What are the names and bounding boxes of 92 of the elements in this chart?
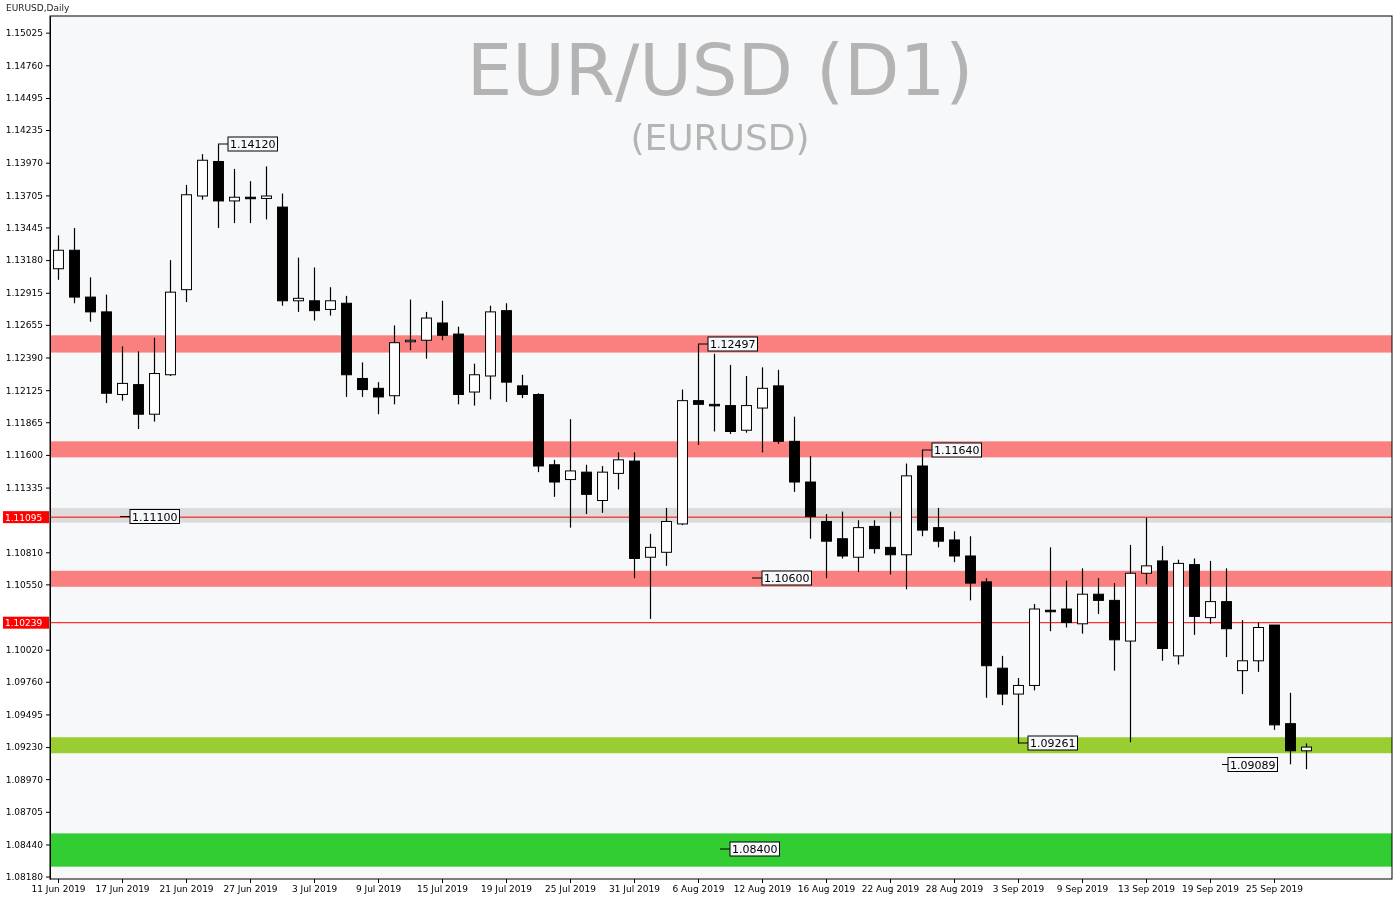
y-tick-label: 1.10020 — [5, 645, 44, 656]
candlestick — [757, 366, 768, 454]
y-tick-label: 1.08180 — [5, 871, 44, 882]
annotation: 1.12497 — [710, 338, 756, 351]
candlestick — [1013, 677, 1024, 744]
y-tick-label: 1.08440 — [5, 839, 44, 850]
x-tick-label: 22 Aug 2019 — [861, 884, 920, 895]
y-tick-label: 1.11600 — [5, 450, 44, 461]
ref-line-label: 1.11095 — [5, 512, 43, 523]
y-tick-label: 1.14495 — [5, 93, 43, 104]
candlestick — [1301, 742, 1312, 770]
y-tick-label: 1.14760 — [5, 60, 44, 71]
candlestick — [373, 381, 384, 415]
y-tick-label: 1.13180 — [5, 255, 44, 266]
candlestick — [1093, 577, 1104, 615]
chart-title: EUR/USD (D1) — [466, 28, 974, 112]
y-tick-label: 1.10550 — [5, 579, 44, 590]
y-tick-label: 1.10810 — [5, 547, 44, 558]
candlestick — [1061, 580, 1072, 629]
y-tick-label: 1.12125 — [5, 385, 43, 396]
x-tick-label: 25 Sep 2019 — [1245, 884, 1304, 895]
candlestick — [837, 511, 848, 560]
y-tick-label: 1.12655 — [5, 320, 43, 331]
x-tick-label: 28 Aug 2019 — [925, 884, 984, 895]
x-tick-label: 31 Jul 2019 — [609, 884, 661, 895]
annotation: 1.14120 — [230, 138, 276, 151]
candlestick — [949, 530, 960, 563]
candlestick — [821, 513, 832, 579]
candlestick — [117, 345, 128, 402]
x-tick-label: 21 Jun 2019 — [159, 884, 214, 895]
y-tick-label: 1.11865 — [5, 417, 43, 428]
candlestick — [437, 300, 448, 341]
x-tick-label: 13 Sep 2019 — [1117, 884, 1176, 895]
x-tick-label: 19 Jul 2019 — [481, 884, 533, 895]
x-tick-label: 12 Aug 2019 — [733, 884, 792, 895]
candlestick — [709, 353, 720, 433]
x-tick-label: 15 Jul 2019 — [417, 884, 469, 895]
x-tick-label: 17 Jun 2019 — [95, 884, 150, 895]
candlestick — [53, 234, 64, 281]
candlestick — [869, 519, 880, 555]
candlestick — [581, 464, 592, 515]
annotation: 1.09261 — [1030, 737, 1076, 750]
y-tick-label: 1.13705 — [5, 190, 43, 201]
candlestick — [565, 418, 576, 529]
x-tick-label: 6 Aug 2019 — [672, 884, 725, 895]
y-tick-label: 1.09760 — [5, 677, 44, 688]
y-tick-label: 1.12915 — [5, 288, 43, 299]
y-tick-label: 1.15025 — [5, 28, 43, 39]
text: (EURUSD) — [630, 117, 810, 158]
candlestick — [1237, 619, 1248, 695]
annotation: 1.09089 — [1230, 758, 1276, 772]
candlestick — [933, 507, 944, 548]
candlestick — [645, 533, 656, 620]
x-tick-label: 27 Jun 2019 — [223, 884, 278, 895]
x-tick-label: 19 Sep 2019 — [1181, 884, 1240, 895]
candlestick — [613, 451, 624, 491]
y-tick-label: 1.14235 — [5, 125, 43, 136]
annotation: 1.11640 — [934, 444, 980, 457]
candlestick — [1141, 517, 1152, 585]
candlestick — [229, 168, 240, 224]
candlestick — [421, 311, 432, 360]
candlestick — [885, 511, 896, 576]
candlestick — [693, 343, 704, 446]
x-tick-label: 3 Jul 2019 — [291, 884, 338, 895]
x-tick-label: 9 Jul 2019 — [355, 884, 402, 895]
y-tick-label: 1.09230 — [5, 742, 44, 753]
x-tick-label: 11 Jun 2019 — [31, 884, 86, 895]
y-tick-label: 1.08705 — [5, 807, 43, 818]
text: EURUSD,Daily — [6, 3, 71, 13]
annotation: 1.11100 — [132, 510, 178, 524]
y-tick-label: 1.11335 — [5, 482, 43, 493]
candlestick — [517, 374, 528, 399]
x-tick-label: 25 Jul 2019 — [545, 884, 597, 895]
annotation: 1.10600 — [764, 572, 810, 585]
ref-line-label: 1.10239 — [5, 618, 43, 629]
candlestick — [469, 363, 480, 407]
candlestick — [1205, 560, 1216, 625]
candlestick — [261, 165, 272, 221]
x-tick-label: 16 Aug 2019 — [797, 884, 856, 895]
candlestick — [549, 459, 560, 498]
candlestick — [309, 266, 320, 322]
y-tick-label: 1.12390 — [5, 352, 44, 363]
candlestick — [325, 286, 336, 317]
annotation: 1.08400 — [732, 843, 778, 856]
x-tick-label: 3 Sep 2019 — [992, 884, 1045, 895]
candlestick — [85, 276, 96, 323]
y-tick-label: 1.09495 — [5, 709, 43, 720]
y-tick-label: 1.13445 — [5, 222, 43, 233]
y-tick-label: 1.08970 — [5, 774, 44, 785]
y-tick-label: 1.13970 — [5, 158, 44, 169]
candlestick — [357, 361, 368, 398]
x-tick-label: 9 Sep 2019 — [1056, 884, 1109, 895]
